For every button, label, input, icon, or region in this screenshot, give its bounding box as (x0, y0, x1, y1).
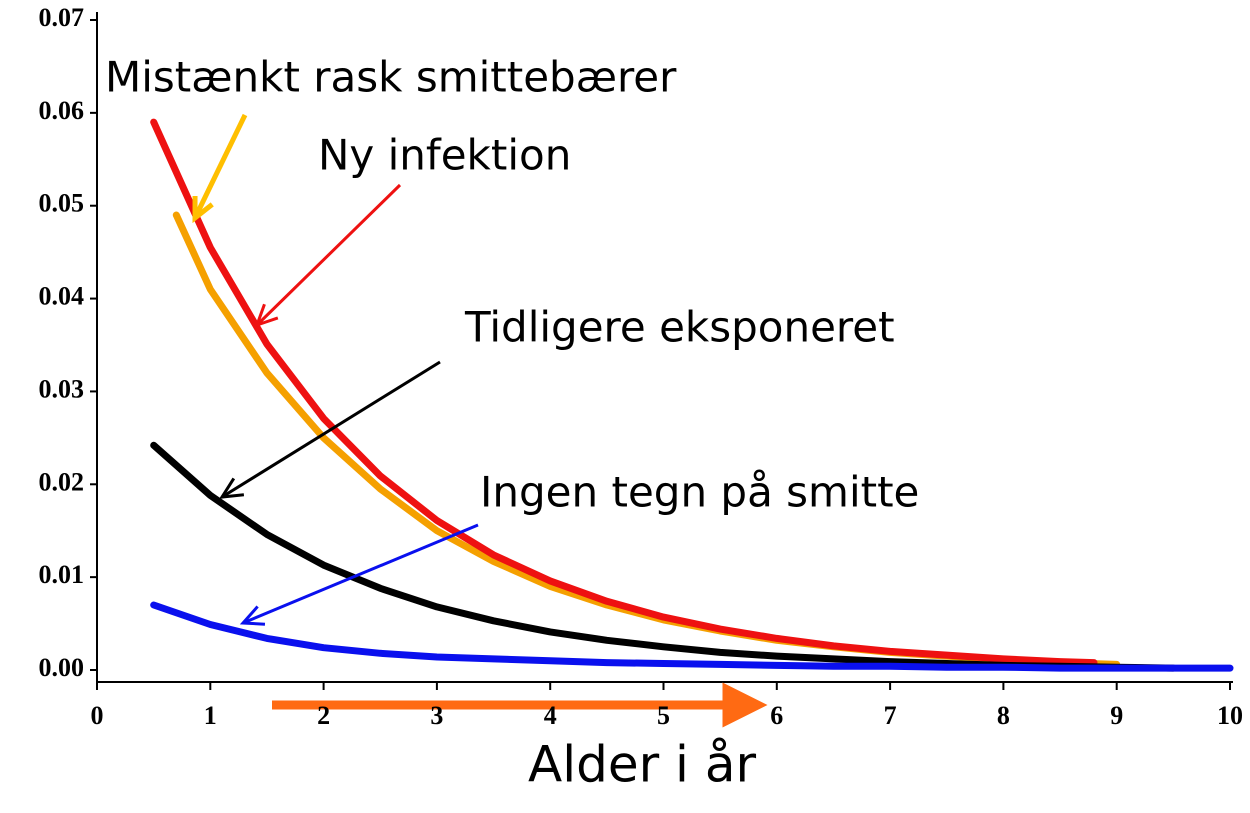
arrow-head (239, 605, 266, 626)
x-tick-label: 1 (204, 701, 217, 730)
arrow-head (192, 195, 214, 224)
arrow-head (219, 477, 245, 499)
series-line (150, 118, 1098, 667)
x-tick-label: 4 (544, 701, 557, 730)
y-tick-label: 0.02 (39, 467, 85, 496)
series-line (150, 601, 1234, 672)
x-tick-label: 7 (884, 701, 897, 730)
y-tick-label: 0.03 (39, 374, 85, 403)
series-label: Mistænkt rask smittebærer (105, 53, 677, 102)
y-tick-label: 0.05 (39, 189, 85, 218)
annotation-arrow (221, 360, 441, 499)
y-tick-label: 0.01 (39, 560, 85, 589)
y-tick-label: 0.07 (39, 3, 85, 32)
annotation-arrow (242, 523, 479, 625)
y-tick-label: 0.06 (39, 96, 85, 125)
y-tick-label: 0.04 (39, 282, 85, 311)
series-label: Ny infektion (318, 131, 571, 180)
x-tick-label: 3 (430, 701, 443, 730)
series-label: Tidligere eksponeret (464, 303, 895, 352)
series-label: Ingen tegn på smitte (480, 468, 919, 517)
arrow-head (254, 303, 279, 328)
annotation-arrow (192, 113, 248, 220)
x-tick-label: 0 (91, 701, 104, 730)
x-tick-label: 10 (1217, 701, 1243, 730)
x-tick-label: 6 (770, 701, 783, 730)
x-tick-label: 5 (657, 701, 670, 730)
x-axis-title: Alder i år (528, 736, 756, 794)
y-tick-label: 0.00 (39, 653, 85, 682)
x-tick-label: 2 (317, 701, 330, 730)
x-tick-label: 9 (1110, 701, 1123, 730)
x-tick-label: 8 (997, 701, 1010, 730)
annotation-arrow (255, 183, 402, 327)
